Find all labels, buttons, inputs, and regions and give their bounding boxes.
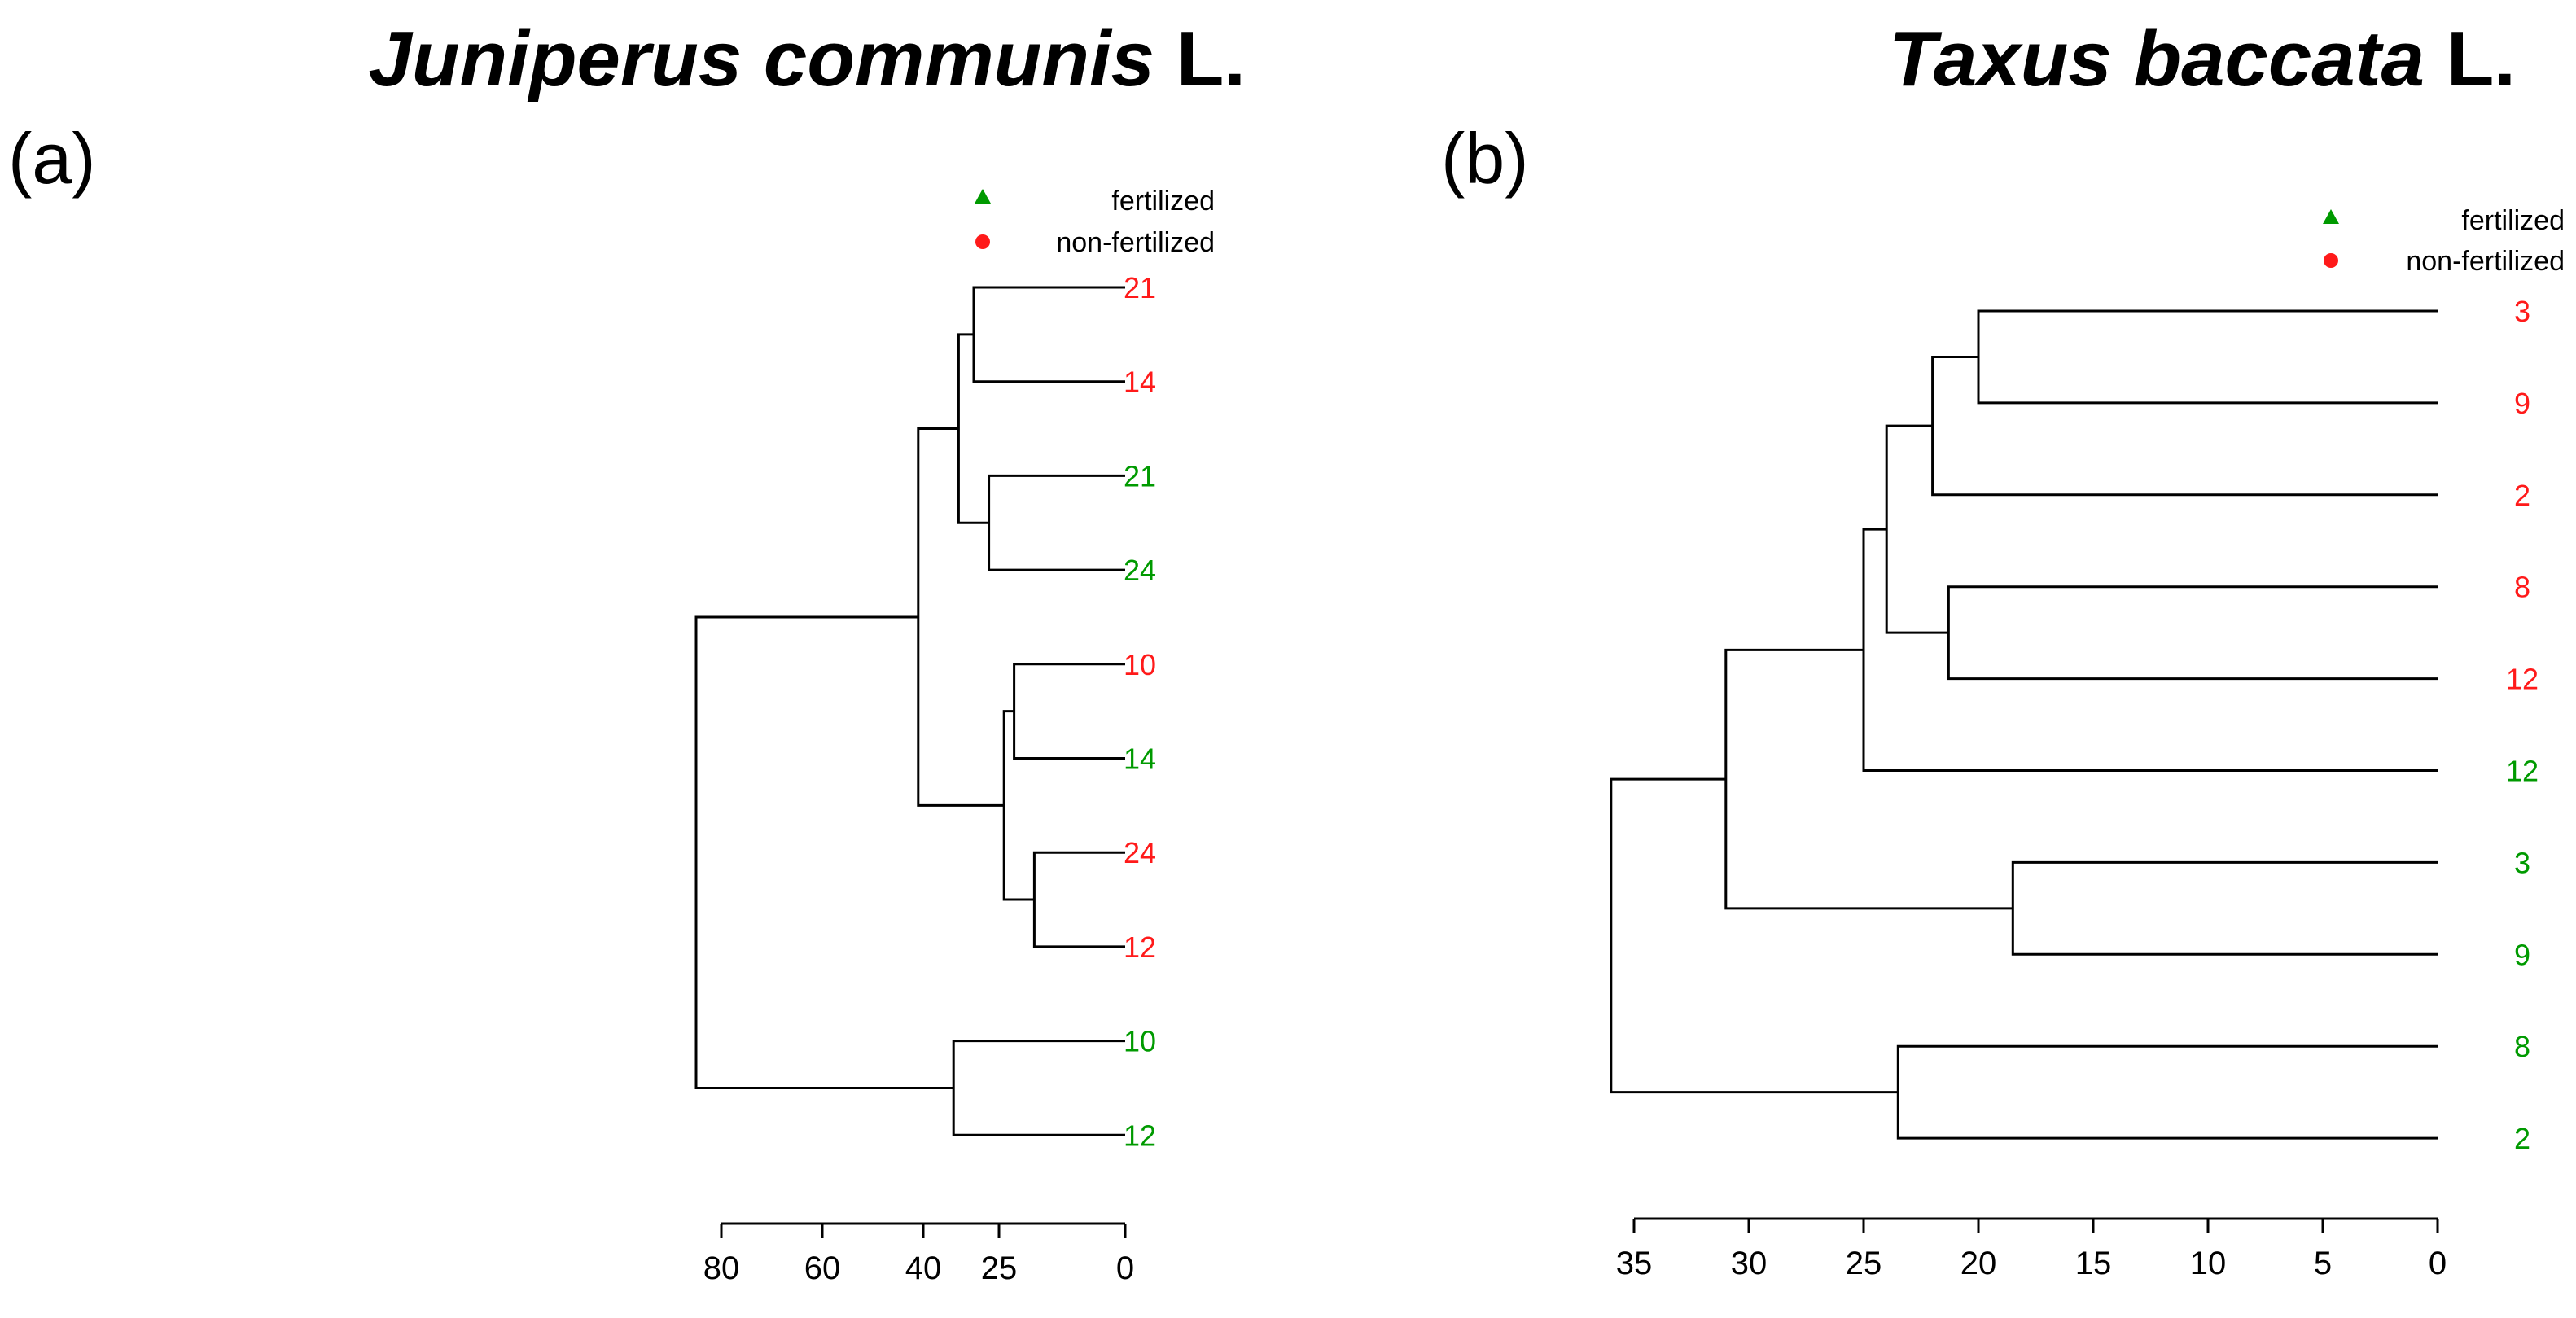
dendrogram-link-7 <box>1896 1044 2438 1140</box>
panel-a-title-author: L. <box>1176 15 1246 103</box>
leaf-label-4: 10 <box>1124 648 1156 681</box>
panel-a-dendrogram: Juniperus communis L. (a) fertilized non… <box>8 15 1246 1286</box>
dendrogram-link-5 <box>2011 860 2438 956</box>
panel-a-links <box>694 286 1125 1136</box>
fertilized-triangle-icon <box>2323 209 2339 224</box>
leaf-label-2: 21 <box>1124 459 1156 493</box>
leaf-label-1: 14 <box>1124 366 1156 399</box>
panel-b-legend-non-fertilized: non-fertilized <box>2406 246 2565 277</box>
fertilized-triangle-icon <box>975 189 991 204</box>
non-fertilized-circle-icon <box>2324 253 2338 268</box>
dendrogram-link-6 <box>917 427 1005 807</box>
panel-b-legend-fertilized: fertilized <box>2461 205 2565 236</box>
tick-label: 5 <box>2314 1246 2332 1281</box>
panel-b-links <box>1610 309 2438 1140</box>
leaf-label-4: 12 <box>2506 663 2539 696</box>
leaf-label-8: 8 <box>2514 1030 2530 1063</box>
tick-label: 25 <box>1846 1246 1882 1281</box>
leaf-label-1: 9 <box>2514 387 2530 420</box>
leaf-label-5: 12 <box>2506 755 2539 788</box>
panel-a-legend-non-fertilized: non-fertilized <box>1056 227 1215 258</box>
panel-a-label: (a) <box>8 118 96 199</box>
non-fertilized-circle-icon <box>975 234 990 249</box>
panel-a-title: Juniperus communis L. <box>368 15 1246 103</box>
leaf-label-0: 3 <box>2514 295 2530 328</box>
leaf-label-5: 14 <box>1124 742 1156 776</box>
tick-label: 40 <box>905 1250 942 1286</box>
tick-label: 35 <box>1616 1246 1653 1281</box>
dendrogram-link-1 <box>1931 355 2438 497</box>
panel-b-title: Taxus baccata L. <box>1889 15 2516 103</box>
leaf-label-6: 3 <box>2514 846 2530 879</box>
dendrogram-link-0 <box>972 286 1125 383</box>
dendrogram-link-3 <box>1885 424 1949 634</box>
tick-label: 0 <box>1116 1250 1134 1286</box>
panel-b-title-species: Taxus baccata <box>1889 15 2425 103</box>
panel-a-title-species: Juniperus communis <box>368 15 1154 103</box>
panel-b-title-author: L. <box>2447 15 2516 103</box>
panel-b-legend: fertilized non-fertilized <box>2323 205 2565 277</box>
dendrogram-link-0 <box>1977 309 2438 405</box>
leaf-label-2: 2 <box>2514 479 2530 512</box>
leaf-label-3: 8 <box>2514 571 2530 604</box>
dendrogram-link-6 <box>1724 648 2013 910</box>
panel-b-label: (b) <box>1441 118 1529 199</box>
dendrogram-link-2 <box>1947 585 2438 681</box>
leaf-label-3: 24 <box>1124 554 1156 587</box>
leaf-label-9: 12 <box>1124 1119 1156 1152</box>
dendrogram-link-5 <box>1002 710 1035 901</box>
panel-a-axis: 80 60 40 25 0 <box>703 1222 1134 1286</box>
dendrogram-link-8 <box>694 615 954 1089</box>
leaf-label-6: 24 <box>1124 836 1156 869</box>
panel-b-dendrogram: Taxus baccata L. (b) fertilized non-fert… <box>1441 15 2565 1281</box>
panel-a-leaf-labels: 21 14 21 24 10 14 24 12 10 12 <box>1124 271 1156 1152</box>
dendrogram-link-8 <box>1610 777 1899 1094</box>
tick-label: 25 <box>981 1250 1018 1286</box>
tick-label: 60 <box>804 1250 841 1286</box>
tick-label: 80 <box>703 1250 740 1286</box>
panel-b-leaf-labels: 3 9 2 8 12 12 3 9 8 2 <box>2506 295 2539 1155</box>
tick-label: 10 <box>2190 1246 2227 1281</box>
dendrogram-link-1 <box>988 474 1125 571</box>
tick-label: 0 <box>2429 1246 2447 1281</box>
tick-label: 20 <box>1960 1246 1997 1281</box>
dendrogram-link-3 <box>1013 663 1125 760</box>
tick-label: 30 <box>1731 1246 1768 1281</box>
leaf-label-7: 9 <box>2514 938 2530 971</box>
panel-b-axis: 35 30 25 20 15 10 5 0 <box>1616 1217 2447 1281</box>
panel-a-legend-fertilized: fertilized <box>1111 186 1215 217</box>
leaf-label-9: 2 <box>2514 1122 2530 1155</box>
dendrogram-link-4 <box>1032 851 1125 948</box>
tick-label: 15 <box>2075 1246 2112 1281</box>
leaf-label-7: 12 <box>1124 930 1156 964</box>
leaf-label-0: 21 <box>1124 271 1156 304</box>
dendrogram-link-7 <box>952 1040 1125 1136</box>
leaf-label-8: 10 <box>1124 1025 1156 1058</box>
panel-a-legend: fertilized non-fertilized <box>975 186 1215 258</box>
